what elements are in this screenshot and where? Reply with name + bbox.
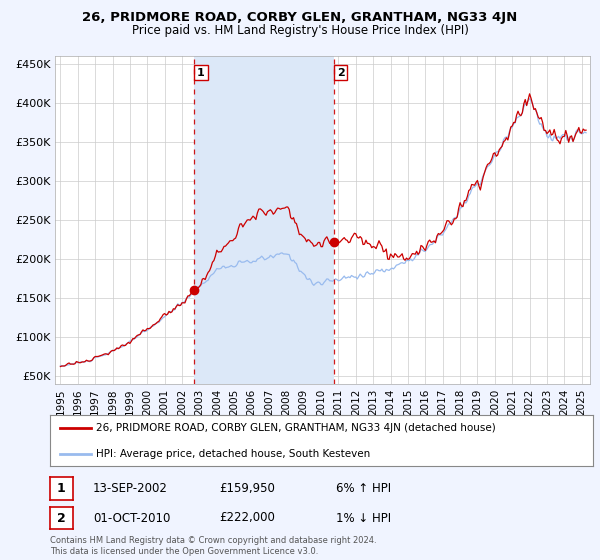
Text: 01-OCT-2010: 01-OCT-2010 [93,511,170,525]
Text: 1% ↓ HPI: 1% ↓ HPI [336,511,391,525]
Text: HPI: Average price, detached house, South Kesteven: HPI: Average price, detached house, Sout… [96,449,370,459]
Text: £159,950: £159,950 [219,482,275,495]
Text: 26, PRIDMORE ROAD, CORBY GLEN, GRANTHAM, NG33 4JN: 26, PRIDMORE ROAD, CORBY GLEN, GRANTHAM,… [82,11,518,24]
Text: 2: 2 [57,511,65,525]
Bar [194,56,334,384]
Text: 1: 1 [197,68,205,78]
Text: 2: 2 [337,68,344,78]
Text: 6% ↑ HPI: 6% ↑ HPI [336,482,391,495]
Text: Contains HM Land Registry data © Crown copyright and database right 2024.
This d: Contains HM Land Registry data © Crown c… [50,536,376,556]
Text: 26, PRIDMORE ROAD, CORBY GLEN, GRANTHAM, NG33 4JN (detached house): 26, PRIDMORE ROAD, CORBY GLEN, GRANTHAM,… [96,423,496,433]
Text: £222,000: £222,000 [219,511,275,525]
Text: Price paid vs. HM Land Registry's House Price Index (HPI): Price paid vs. HM Land Registry's House … [131,24,469,37]
Text: 1: 1 [57,482,65,495]
Text: 13-SEP-2002: 13-SEP-2002 [93,482,168,495]
